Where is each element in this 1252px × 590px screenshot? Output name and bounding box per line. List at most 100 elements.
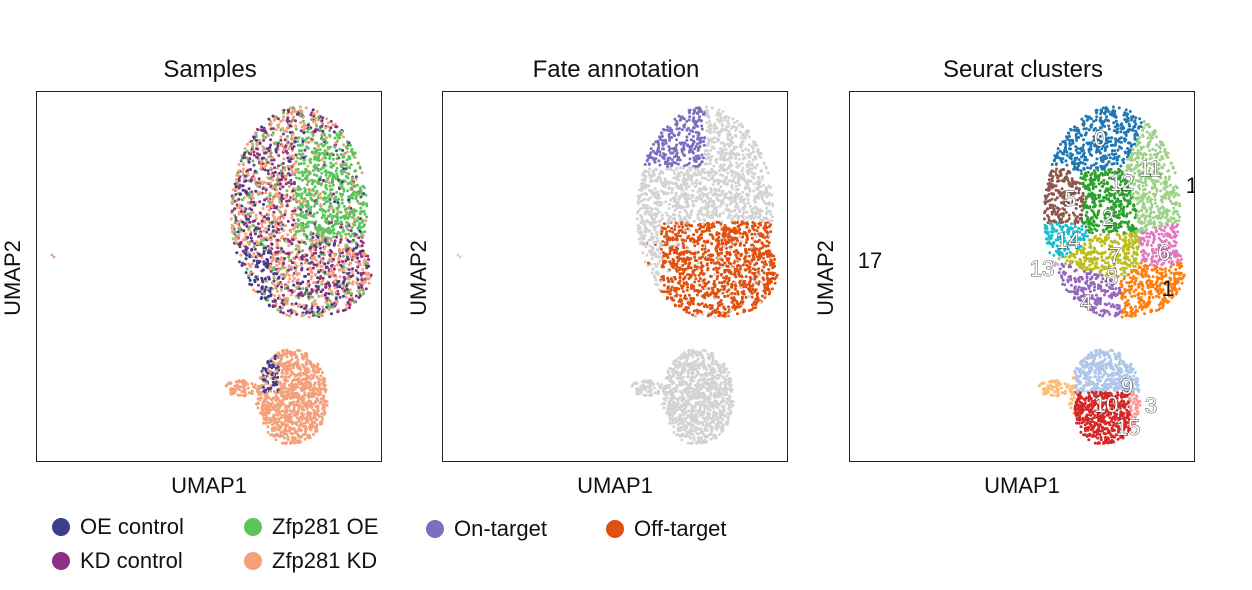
point [233,182,237,186]
point [329,264,333,268]
point [291,212,295,215]
point [678,234,682,238]
point [723,254,727,258]
point [337,197,340,201]
point [295,222,299,226]
point [355,281,359,285]
point [238,206,242,210]
point [310,274,314,278]
point [241,188,245,192]
point [235,251,239,255]
point [288,240,292,243]
point [318,382,322,386]
point [305,209,308,213]
point [237,233,241,237]
point [276,246,280,250]
point [267,237,271,241]
point [287,280,291,284]
point [319,196,323,200]
point [254,229,258,233]
point [322,235,326,239]
point [268,416,272,420]
point [362,271,366,275]
point [247,262,251,266]
point [285,139,289,143]
point [253,232,257,236]
point [247,391,251,395]
point [731,136,734,140]
point [272,158,276,162]
point [723,270,727,274]
point [230,209,234,213]
point [246,386,250,390]
point [254,265,258,269]
point [696,147,700,151]
point [296,363,300,367]
point [292,180,296,184]
point [276,375,280,379]
point [321,232,325,236]
point [289,167,293,171]
point [691,313,695,317]
point [238,183,242,187]
point [261,236,265,240]
point [308,362,312,365]
point [315,190,319,194]
point [705,129,709,133]
point [281,434,284,438]
point [657,210,661,214]
point [299,263,303,267]
point [260,219,264,223]
point [730,217,734,220]
point [267,149,271,153]
point [288,106,292,110]
point [305,363,308,366]
point [739,239,743,243]
point [240,158,244,162]
point [358,229,362,233]
point [310,240,314,244]
point [262,126,266,130]
point [295,170,298,174]
point [746,198,750,202]
point [677,197,681,201]
point [665,240,669,244]
point [321,137,324,141]
point [660,217,664,221]
point [335,232,339,236]
point [344,295,348,299]
point [317,261,321,265]
point [234,387,238,391]
point [709,258,713,262]
point [241,184,245,188]
point [686,171,690,175]
point [294,302,298,306]
point [320,216,324,220]
point [276,227,280,231]
point [266,368,270,372]
point [277,164,280,168]
point [740,169,744,173]
point [299,440,302,444]
point [291,273,295,277]
point [332,267,336,271]
point [361,292,365,296]
point [712,267,716,271]
point [281,118,285,122]
point [277,195,281,199]
point [276,144,280,148]
point [351,274,355,278]
panel-title-fate: Fate annotation [532,56,700,83]
point [324,126,327,130]
point [645,192,649,196]
point [677,127,681,131]
point [340,180,344,184]
point [335,133,339,137]
point [327,307,331,311]
point [346,216,350,220]
point [270,234,274,238]
point [721,110,725,113]
point [336,243,340,247]
point [296,167,300,171]
point [237,379,241,383]
